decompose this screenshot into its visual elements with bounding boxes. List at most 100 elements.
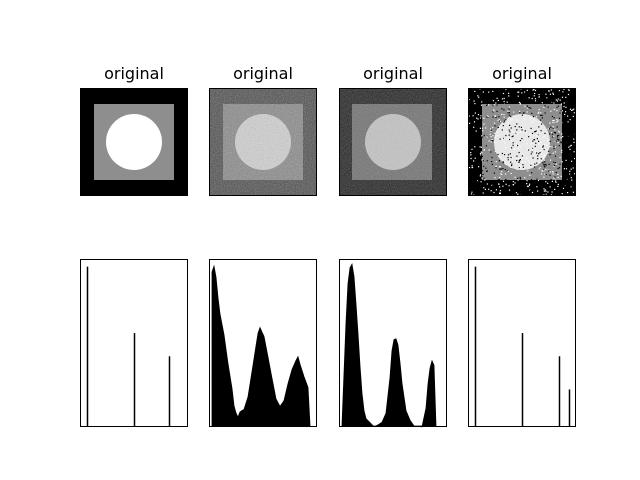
salt-pepper-speck bbox=[560, 175, 562, 177]
salt-pepper-speck bbox=[477, 131, 479, 134]
image-panel-4: original bbox=[468, 64, 576, 196]
salt-pepper-speck bbox=[502, 161, 504, 163]
salt-pepper-speck bbox=[508, 134, 510, 136]
salt-pepper-speck bbox=[468, 89, 470, 92]
salt-pepper-speck bbox=[501, 152, 503, 155]
salt-pepper-speck bbox=[531, 132, 534, 134]
salt-pepper-speck bbox=[509, 181, 511, 183]
salt-pepper-speck bbox=[560, 141, 562, 143]
salt-pepper-speck bbox=[479, 127, 481, 129]
salt-pepper-speck bbox=[493, 191, 495, 194]
salt-pepper-speck bbox=[526, 185, 529, 187]
salt-pepper-speck bbox=[481, 135, 483, 137]
salt-pepper-speck bbox=[532, 183, 534, 186]
salt-pepper-speck bbox=[511, 165, 513, 167]
salt-pepper-speck bbox=[564, 158, 566, 160]
salt-pepper-speck bbox=[569, 172, 571, 174]
salt-pepper-speck bbox=[477, 144, 479, 146]
salt-pepper-speck bbox=[481, 89, 483, 91]
salt-pepper-speck bbox=[518, 160, 520, 162]
salt-pepper-speck bbox=[480, 104, 483, 106]
salt-pepper-speck bbox=[509, 131, 511, 133]
salt-pepper-speck bbox=[511, 119, 513, 121]
salt-pepper-speck bbox=[556, 121, 558, 123]
salt-pepper-speck bbox=[477, 149, 479, 152]
salt-pepper-speck bbox=[523, 99, 525, 102]
salt-pepper-speck bbox=[488, 188, 490, 190]
salt-pepper-speck bbox=[528, 97, 530, 99]
salt-pepper-speck bbox=[556, 106, 558, 108]
salt-pepper-speck bbox=[568, 154, 570, 156]
salt-pepper-speck bbox=[555, 140, 557, 142]
salt-pepper-speck bbox=[554, 140, 556, 142]
salt-pepper-speck bbox=[497, 192, 500, 194]
salt-pepper-speck bbox=[526, 107, 528, 109]
salt-pepper-speck bbox=[570, 125, 572, 127]
salt-pepper-speck bbox=[519, 166, 521, 168]
salt-pepper-speck bbox=[571, 109, 573, 111]
salt-pepper-speck bbox=[548, 184, 551, 186]
salt-pepper-speck bbox=[503, 121, 505, 123]
salt-pepper-speck bbox=[500, 97, 502, 100]
salt-pepper-speck bbox=[545, 181, 547, 183]
salt-pepper-speck bbox=[534, 163, 536, 165]
salt-pepper-speck bbox=[571, 98, 573, 101]
salt-pepper-speck bbox=[542, 145, 544, 147]
salt-pepper-speck bbox=[490, 136, 492, 138]
salt-pepper-speck bbox=[480, 146, 482, 148]
salt-pepper-speck bbox=[470, 127, 472, 129]
salt-pepper-speck bbox=[552, 193, 554, 195]
salt-pepper-speck bbox=[571, 179, 573, 181]
salt-pepper-speck bbox=[562, 187, 565, 189]
salt-pepper-speck bbox=[545, 190, 547, 192]
salt-pepper-speck bbox=[514, 100, 517, 102]
salt-pepper-speck bbox=[517, 193, 519, 195]
salt-pepper-speck bbox=[567, 89, 570, 91]
salt-pepper-speck bbox=[549, 174, 551, 176]
salt-pepper-speck bbox=[471, 167, 473, 169]
hist-frame-1 bbox=[80, 259, 188, 427]
salt-pepper-speck bbox=[556, 100, 558, 102]
salt-pepper-speck bbox=[542, 181, 544, 183]
salt-pepper-speck bbox=[549, 154, 551, 156]
salt-pepper-speck bbox=[569, 148, 571, 150]
salt-pepper-speck bbox=[468, 169, 470, 171]
salt-pepper-speck bbox=[503, 116, 505, 118]
salt-pepper-speck bbox=[518, 167, 520, 169]
salt-pepper-speck bbox=[536, 138, 538, 140]
salt-pepper-speck bbox=[548, 190, 550, 193]
salt-pepper-speck bbox=[516, 168, 518, 170]
salt-pepper-speck bbox=[506, 101, 508, 103]
salt-pepper-speck bbox=[488, 91, 490, 93]
salt-pepper-speck bbox=[472, 173, 474, 175]
salt-pepper-speck bbox=[485, 145, 487, 147]
salt-pepper-speck bbox=[522, 99, 524, 101]
salt-pepper-speck bbox=[537, 190, 539, 192]
salt-pepper-speck bbox=[488, 140, 490, 142]
salt-pepper-speck bbox=[483, 187, 485, 189]
salt-pepper-speck bbox=[531, 121, 533, 123]
salt-pepper-speck bbox=[475, 105, 478, 107]
salt-pepper-speck bbox=[491, 181, 493, 183]
salt-pepper-speck bbox=[529, 183, 531, 185]
salt-pepper-speck bbox=[502, 99, 505, 101]
salt-pepper-speck bbox=[468, 115, 470, 117]
salt-pepper-speck bbox=[486, 136, 488, 138]
salt-pepper-speck bbox=[534, 100, 537, 102]
salt-pepper-speck bbox=[484, 188, 486, 190]
salt-pepper-speck bbox=[492, 90, 494, 92]
salt-pepper-speck bbox=[558, 167, 561, 169]
salt-pepper-speck bbox=[540, 114, 542, 116]
salt-pepper-speck bbox=[571, 160, 573, 162]
salt-pepper-speck bbox=[511, 140, 513, 142]
salt-pepper-speck bbox=[468, 170, 470, 172]
salt-pepper-speck bbox=[487, 115, 489, 118]
salt-pepper-speck bbox=[565, 173, 567, 175]
salt-pepper-speck bbox=[490, 151, 492, 153]
salt-pepper-speck bbox=[565, 168, 568, 170]
salt-pepper-speck bbox=[508, 160, 510, 162]
salt-pepper-speck bbox=[572, 187, 574, 190]
salt-pepper-speck bbox=[469, 121, 471, 123]
salt-pepper-speck bbox=[516, 119, 518, 121]
salt-pepper-speck bbox=[528, 191, 530, 193]
